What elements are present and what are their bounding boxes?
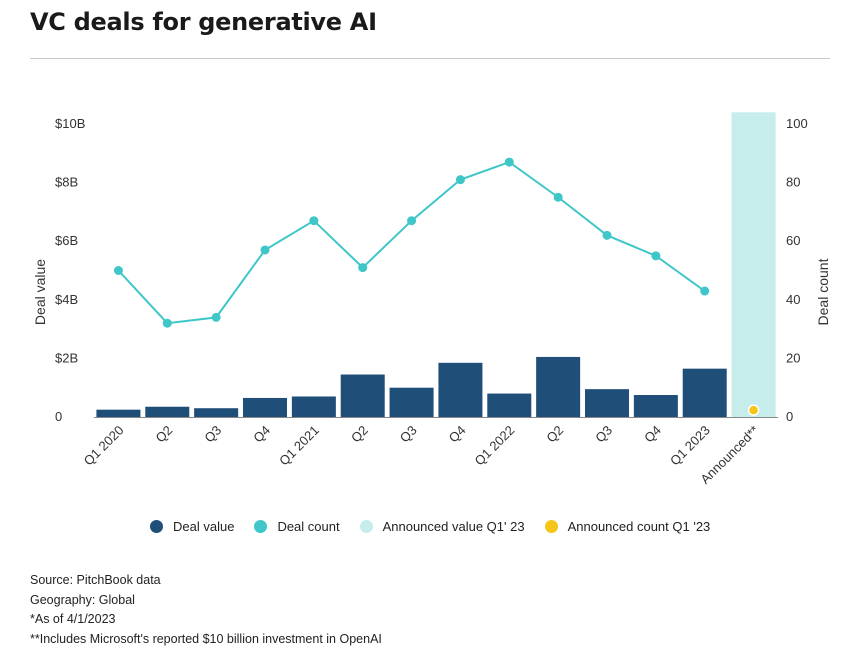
deal-value-bar [389, 387, 434, 417]
x-axis-tick-label: Q3 [592, 423, 615, 446]
legend-item: Deal count [254, 519, 340, 534]
deal-count-point [504, 157, 514, 167]
deal-count-point [260, 245, 270, 255]
legend-label: Announced value Q1' 23 [382, 519, 525, 534]
deal-count-point [651, 251, 661, 261]
legend-swatch [544, 520, 558, 533]
note-microsoft: **Includes Microsoft's reported $10 bill… [30, 631, 382, 646]
x-axis-tick-label: Q2 [543, 423, 566, 446]
deal-value-bar [682, 368, 727, 417]
deal-value-bar [291, 396, 336, 417]
left-axis-tick-label: 0 [55, 409, 62, 424]
right-axis-tick-label: 40 [786, 292, 800, 307]
x-axis-tick-label: Q3 [201, 423, 224, 446]
note-as-of: *As of 4/1/2023 [30, 612, 116, 626]
left-axis-tick-label: $4B [55, 292, 78, 307]
left-axis-tick-label: $10B [55, 116, 85, 131]
right-axis-tick-label: 80 [786, 175, 800, 190]
x-axis-tick-label: Q2 [348, 423, 371, 446]
legend-item: Announced count Q1 '23 [544, 519, 711, 534]
deal-value-bar [243, 397, 287, 417]
deal-count-point [700, 286, 710, 296]
right-axis-tick-label: 0 [786, 409, 793, 424]
legend-item: Deal value [150, 519, 234, 534]
right-axis-title: Deal count [815, 258, 831, 325]
x-axis-tick-label: Q1 2023 [667, 423, 713, 469]
deal-value-bar [145, 406, 190, 417]
legend-label: Announced count Q1 '23 [567, 519, 711, 534]
deal-count-line [117, 160, 706, 325]
deal-count-point [113, 266, 123, 275]
left-axis-title: Deal value [32, 259, 48, 325]
deal-value-bar [96, 409, 141, 417]
x-axis-tick-label: Q4 [446, 423, 469, 446]
legend-label: Deal value [173, 519, 235, 534]
deal-count-point [602, 230, 612, 240]
x-axis-tick-label: Q4 [641, 423, 664, 446]
x-axis-tick-label: Q4 [250, 423, 273, 446]
deal-count-point [407, 216, 417, 226]
legend-label: Deal count [277, 519, 340, 534]
right-axis-tick-label: 60 [786, 233, 800, 248]
chart-title: VC deals for generative AI [30, 8, 377, 36]
title-divider [30, 58, 830, 59]
note-geography: Geography: Global [30, 592, 135, 607]
deal-value-bar [487, 393, 532, 417]
deal-count-point [162, 318, 172, 328]
deal-value-bar [438, 362, 483, 417]
deal-count-point [309, 216, 319, 226]
deal-value-bar [194, 408, 239, 417]
left-axis-tick-label: $8B [55, 175, 78, 190]
x-axis-tick-label: Q2 [153, 423, 176, 446]
legend-item: Announced value Q1' 23 [359, 519, 525, 534]
x-axis-tick-label: Q1 2020 [81, 423, 127, 469]
legend-swatch [254, 520, 268, 533]
deal-value-bar [585, 389, 629, 417]
announced-value-bar [731, 112, 776, 417]
combo-chart: 0 $2B $4B $6B $8B $10B 0 20 40 60 80 100 Deal value D… [32, 112, 831, 487]
source-notes: Source: PitchBook data Geography: Global… [30, 571, 382, 649]
x-axis-tick-label: Q3 [397, 423, 420, 446]
deal-count-point [358, 263, 368, 273]
chart-legend: Deal value Deal count Announced value Q1' … [150, 519, 730, 534]
legend-swatch [359, 520, 373, 533]
right-axis-tick-label: 20 [786, 350, 800, 365]
deal-value-bar [536, 356, 581, 417]
left-axis-tick-label: $2B [55, 350, 78, 365]
right-axis-tick-label: 100 [786, 116, 808, 131]
deal-count-point [455, 175, 465, 185]
left-axis-tick-label: $6B [55, 233, 78, 248]
x-axis-tick-label: Q1 2021 [276, 423, 322, 469]
note-source: Source: PitchBook data [30, 573, 161, 587]
deal-count-point [211, 312, 221, 322]
deal-value-bar [340, 374, 385, 417]
deal-count-point [553, 192, 563, 202]
announced-count-point [747, 404, 760, 416]
deal-value-bar [633, 395, 678, 417]
legend-swatch [150, 520, 163, 533]
x-axis-tick-label: Q1 2022 [472, 423, 518, 469]
